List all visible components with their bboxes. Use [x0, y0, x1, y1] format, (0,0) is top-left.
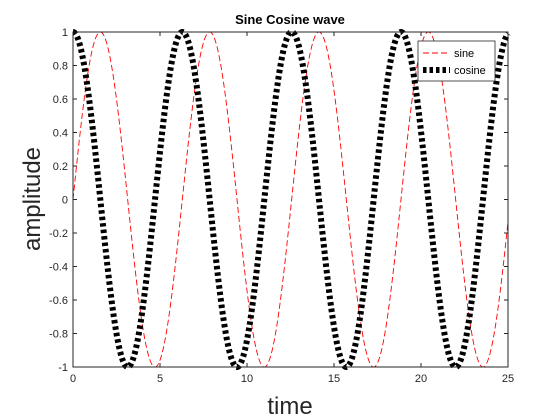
x-tick-label: 20 [415, 373, 427, 385]
y-tick-label: -0.8 [49, 329, 68, 341]
y-tick-label: -0.4 [49, 262, 68, 274]
x-tick-label: 0 [70, 373, 76, 385]
y-tick-label: 0.4 [53, 128, 68, 140]
x-tick-label: 10 [241, 373, 253, 385]
y-axis-label: amplitude [19, 147, 46, 251]
y-tick-label: 0.8 [53, 61, 68, 73]
y-tick-label: 1 [62, 27, 68, 39]
y-tick-label: 0 [62, 195, 68, 207]
legend-box [417, 40, 496, 82]
y-tick-label: -0.2 [49, 228, 68, 240]
legend-label-cosine: cosine [454, 65, 486, 77]
x-tick-label: 25 [502, 373, 514, 385]
plot-area [73, 32, 508, 367]
y-tick-label: -0.6 [49, 295, 68, 307]
y-tick-label: 0.6 [53, 94, 68, 106]
x-tick-label: 15 [328, 373, 340, 385]
y-tick-label: 0.2 [53, 161, 68, 173]
y-tick-label: -1 [58, 362, 68, 374]
legend-label-sine: sine [454, 48, 474, 60]
x-tick-label: 5 [157, 373, 163, 385]
x-axis-label: time [267, 393, 312, 420]
plot-frame [72, 31, 509, 368]
chart-title: Sine Cosine wave [235, 12, 345, 27]
y-axis-ticks: -1 -0.8 -0.6 -0.4 -0.2 0 0.2 0.4 0.6 0.8 1 [49, 27, 508, 374]
legend: sine cosine [417, 40, 496, 82]
